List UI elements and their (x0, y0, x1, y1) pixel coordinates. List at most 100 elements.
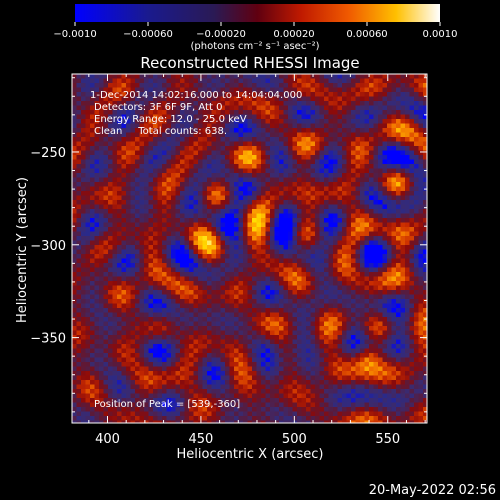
heatmap-pixel (144, 96, 149, 102)
heatmap-pixel (180, 227, 185, 232)
heatmap-pixel (351, 276, 356, 282)
heatmap-pixel (405, 119, 410, 124)
heatmap-pixel (279, 348, 284, 354)
heatmap-pixel (292, 132, 298, 138)
heatmap-pixel (418, 321, 424, 327)
heatmap-pixel (225, 254, 230, 259)
heatmap-pixel (162, 146, 167, 151)
heatmap-pixel (117, 272, 122, 277)
heatmap-pixel (310, 348, 316, 354)
heatmap-pixel (117, 78, 122, 84)
heatmap-pixel (247, 222, 253, 228)
heatmap-pixel (382, 272, 388, 277)
heatmap-pixel (234, 92, 239, 97)
heatmap-pixel (288, 285, 293, 291)
heatmap-pixel (76, 128, 82, 133)
heatmap-pixel (292, 299, 298, 304)
heatmap-pixel (189, 227, 194, 232)
heatmap-pixel (193, 285, 199, 291)
heatmap-pixel (378, 105, 383, 111)
heatmap-pixel (369, 137, 374, 142)
heatmap-pixel (346, 78, 352, 84)
heatmap-pixel (297, 110, 302, 115)
heatmap-pixel (337, 177, 343, 183)
heatmap-pixel (297, 317, 302, 322)
heatmap-pixel (337, 92, 343, 97)
heatmap-pixel (121, 303, 127, 309)
heatmap-pixel (175, 132, 181, 138)
heatmap-pixel (184, 240, 190, 246)
heatmap-pixel (364, 258, 370, 264)
heatmap-pixel (387, 218, 392, 223)
heatmap-pixel (166, 78, 172, 84)
heatmap-pixel (279, 92, 284, 97)
heatmap-pixel (391, 213, 397, 219)
heatmap-pixel (382, 137, 388, 142)
heatmap-pixel (423, 195, 427, 201)
heatmap-pixel (238, 191, 244, 196)
heatmap-pixel (261, 114, 266, 120)
heatmap-pixel (351, 204, 356, 210)
heatmap-pixel (378, 254, 383, 259)
heatmap-pixel (414, 110, 419, 115)
heatmap-pixel (184, 87, 190, 93)
heatmap-pixel (391, 200, 397, 205)
heatmap-pixel (184, 267, 190, 273)
heatmap-pixel (162, 105, 167, 111)
heatmap-pixel (175, 348, 181, 354)
heatmap-pixel (202, 308, 208, 313)
heatmap-pixel (85, 213, 91, 219)
heatmap-pixel (283, 209, 289, 214)
heatmap-pixel (135, 272, 140, 277)
heatmap-pixel (175, 159, 181, 165)
heatmap-pixel (117, 96, 122, 102)
heatmap-pixel (166, 240, 172, 246)
heatmap-pixel (261, 353, 266, 358)
heatmap-pixel (387, 96, 392, 102)
heatmap-pixel (189, 267, 194, 273)
heatmap-pixel (207, 326, 212, 331)
heatmap-pixel (351, 186, 356, 192)
heatmap-pixel (243, 101, 248, 106)
heatmap-pixel (180, 168, 185, 174)
heatmap-pixel (243, 267, 248, 273)
heatmap-pixel (423, 267, 427, 273)
heatmap-pixel (108, 87, 113, 93)
heatmap-pixel (216, 105, 221, 111)
heatmap-pixel (94, 236, 100, 241)
heatmap-pixel (247, 267, 253, 273)
heatmap-pixel (166, 119, 172, 124)
heatmap-pixel (247, 186, 253, 192)
heatmap-pixel (364, 254, 370, 259)
heatmap-pixel (234, 272, 239, 277)
heatmap-pixel (81, 110, 86, 115)
heatmap-pixel (256, 344, 262, 349)
heatmap-pixel (234, 87, 239, 93)
heatmap-pixel (256, 110, 262, 115)
heatmap-pixel (324, 285, 329, 291)
heatmap-pixel (409, 87, 415, 93)
heatmap-pixel (81, 254, 86, 259)
heatmap-pixel (396, 204, 401, 210)
heatmap-pixel (85, 191, 91, 196)
heatmap-pixel (364, 146, 370, 151)
heatmap-pixel (166, 326, 172, 331)
heatmap-pixel (94, 146, 100, 151)
heatmap-pixel (252, 123, 257, 129)
heatmap-pixel (279, 128, 284, 133)
heatmap-pixel (94, 308, 100, 313)
heatmap-pixel (418, 344, 424, 349)
heatmap-pixel (175, 137, 181, 142)
heatmap-pixel (198, 200, 203, 205)
heatmap-pixel (315, 335, 320, 340)
heatmap-pixel (373, 236, 379, 241)
heatmap-pixel (355, 195, 361, 201)
heatmap-pixel (396, 155, 401, 160)
heatmap-pixel (355, 308, 361, 313)
heatmap-pixel (405, 186, 410, 192)
heatmap-pixel (373, 200, 379, 205)
heatmap-pixel (135, 281, 140, 286)
heatmap-pixel (189, 110, 194, 115)
heatmap-pixel (153, 308, 158, 313)
heatmap-pixel (400, 128, 406, 133)
